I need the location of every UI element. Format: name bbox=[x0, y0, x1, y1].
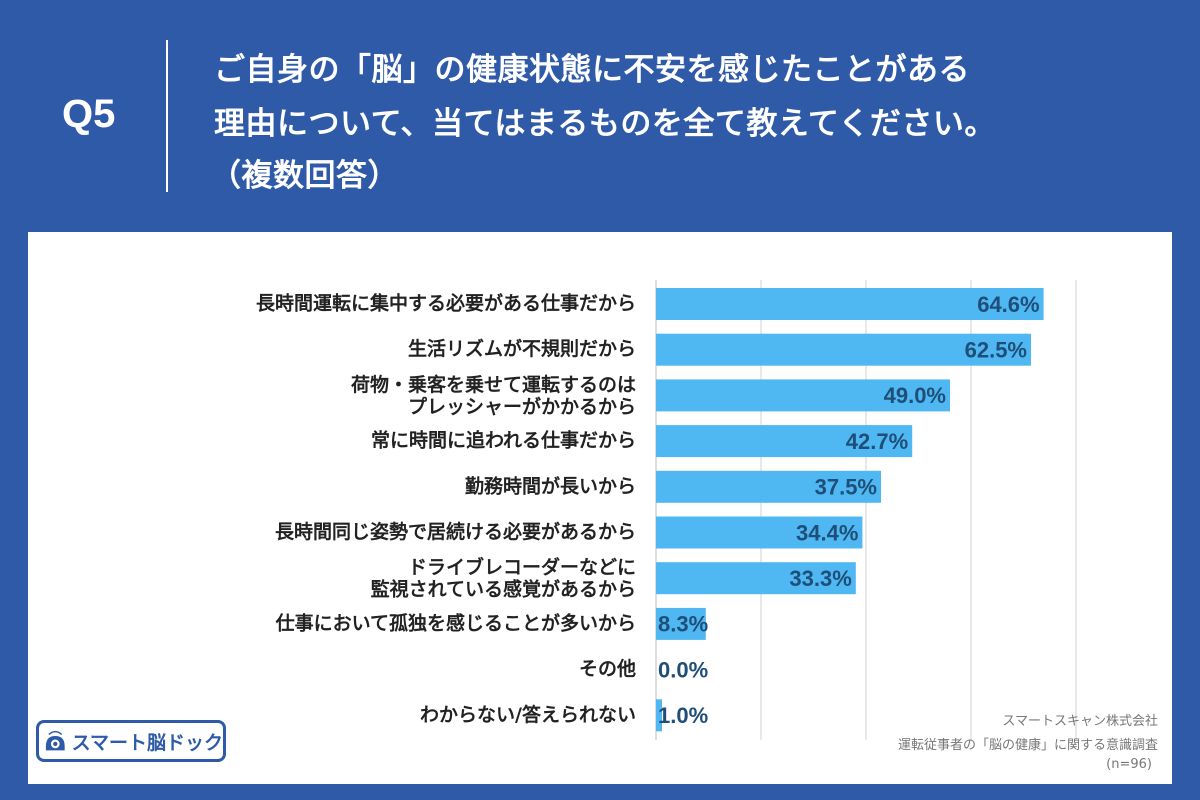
logo-text: スマート脳ドック bbox=[71, 731, 223, 754]
bar bbox=[656, 425, 913, 458]
category-label: 監視されている感覚があるから bbox=[371, 578, 636, 601]
category-label: わからない/答えられない bbox=[420, 703, 636, 726]
chart-panel: 長時間運転に集中する必要がある仕事だから 64.6% 生活リズムが不規則だから 62.… bbox=[28, 232, 1172, 784]
value-label: 49.0% bbox=[884, 383, 946, 408]
value-label: 42.7% bbox=[846, 429, 908, 454]
value-label: 0.0% bbox=[658, 657, 708, 682]
brain-dock-icon bbox=[45, 730, 65, 751]
bar bbox=[656, 516, 863, 549]
title-line-3: （複数回答） bbox=[210, 158, 399, 194]
bar bbox=[656, 288, 1044, 320]
category-label: 長時間運転に集中する必要がある仕事だから bbox=[256, 292, 636, 315]
bar bbox=[656, 470, 881, 503]
value-label: 62.5% bbox=[965, 338, 1027, 363]
title-line-1: ご自身の「脳」の健康状態に不安を感じたことがある bbox=[214, 52, 970, 88]
category-label: 荷物・乗客を乗せて運転するのは bbox=[351, 373, 636, 396]
category-label: ドライブレコーダーなどに bbox=[408, 556, 636, 579]
header: Q5 ご自身の「脳」の健康状態に不安を感じたことがある 理由について、当てはまる… bbox=[0, 0, 1200, 230]
title-line-2: 理由について、当てはまるものを全て教えてください。 bbox=[214, 106, 996, 142]
logo: スマート脳ドック bbox=[36, 720, 226, 762]
category-label: 常に時間に追われる仕事だから bbox=[371, 429, 636, 452]
value-label: 33.3% bbox=[789, 566, 851, 591]
category-label: 長時間同じ姿勢で居続ける必要があるから bbox=[275, 520, 636, 543]
category-label: 生活リズムが不規則だから bbox=[408, 337, 636, 360]
category-label: 勤務時間が長いから bbox=[465, 474, 636, 497]
value-label: 37.5% bbox=[815, 475, 877, 500]
source-survey: 運転従事者の「脳の健康」に関する意識調査 bbox=[897, 738, 1158, 753]
source-company: スマートスキャン株式会社 bbox=[1002, 714, 1158, 729]
source-sample: (n=96) bbox=[1106, 757, 1152, 772]
bar bbox=[656, 699, 662, 732]
bar bbox=[656, 607, 706, 640]
question-number: Q5 bbox=[62, 92, 116, 136]
value-label: 64.6% bbox=[977, 292, 1039, 317]
value-label: 34.4% bbox=[796, 520, 858, 545]
header-divider bbox=[166, 40, 168, 192]
category-label: その他 bbox=[579, 657, 636, 680]
value-label: 1.0% bbox=[658, 703, 708, 728]
category-label: 仕事において孤独を感じることが多いから bbox=[275, 611, 636, 634]
bar bbox=[656, 333, 1031, 366]
category-label: プレッシャーがかかるから bbox=[408, 395, 636, 418]
bar bbox=[656, 379, 950, 412]
bar bbox=[656, 562, 856, 595]
value-label: 8.3% bbox=[658, 612, 708, 637]
bar-chart: 長時間運転に集中する必要がある仕事だから 64.6% 生活リズムが不規則だから 62.… bbox=[256, 280, 1077, 740]
